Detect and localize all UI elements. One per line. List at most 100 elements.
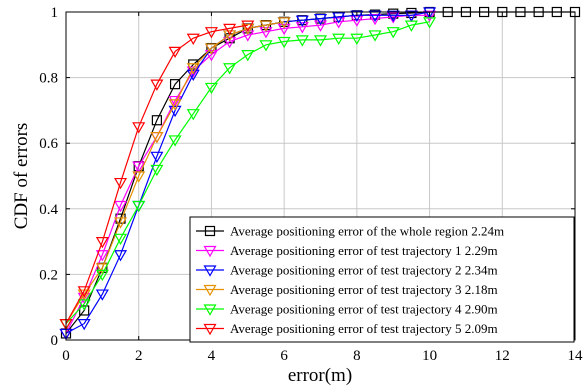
data-point <box>423 10 437 22</box>
y-tick-label: 0.2 <box>39 267 58 283</box>
data-point <box>313 20 328 32</box>
data-point <box>186 109 200 121</box>
y-tick-label: 0.6 <box>39 136 58 152</box>
data-point <box>332 33 346 45</box>
data-point <box>223 30 237 42</box>
data-point <box>204 50 218 62</box>
data-point <box>386 10 400 22</box>
data-point <box>150 79 164 91</box>
data-point <box>150 132 164 144</box>
legend-entry: Average positioning error of test trajec… <box>230 302 498 317</box>
x-tick-label: 4 <box>208 348 216 364</box>
series-line <box>65 24 248 324</box>
x-tick-label: 2 <box>135 348 143 364</box>
data-point <box>77 319 91 331</box>
series-line <box>65 21 285 324</box>
legend: Average positioning error of the whole r… <box>189 216 575 343</box>
x-tick-label: 14 <box>568 348 584 364</box>
data-point <box>368 30 382 42</box>
data-point <box>223 36 237 49</box>
data-point <box>168 95 182 108</box>
legend-marker <box>203 323 217 336</box>
data-point <box>168 99 182 111</box>
data-point <box>113 200 128 213</box>
y-tick-label: 0 <box>51 333 59 349</box>
data-point <box>313 13 328 26</box>
data-point <box>150 151 164 164</box>
data-point <box>277 17 291 29</box>
data-point <box>186 63 200 75</box>
data-point <box>313 35 328 47</box>
data-point <box>386 27 400 39</box>
legend-box <box>189 216 575 343</box>
x-tick-label: 10 <box>422 348 437 364</box>
data-point <box>168 105 182 118</box>
data-point <box>132 161 146 173</box>
data-point <box>350 33 364 45</box>
data-point <box>132 200 146 213</box>
data-point <box>77 286 91 298</box>
legend-entry: Average positioning error of test trajec… <box>230 243 498 258</box>
series-line <box>65 21 430 325</box>
data-point <box>241 50 255 62</box>
data-point <box>113 250 128 262</box>
data-point <box>332 12 346 24</box>
data-point <box>95 237 109 249</box>
x-tick-label: 0 <box>62 348 70 364</box>
data-point <box>241 23 255 36</box>
data-point <box>132 171 146 183</box>
x-tick-label: 12 <box>495 348 510 364</box>
data-point <box>168 135 182 147</box>
data-point <box>95 269 109 282</box>
data-point <box>132 122 146 134</box>
data-point <box>386 12 400 24</box>
data-point <box>113 233 128 246</box>
y-tick-label: 0.4 <box>39 202 58 218</box>
legend-marker <box>203 284 217 297</box>
data-point <box>259 40 273 52</box>
legend-marker <box>203 265 217 277</box>
series-4 <box>59 17 437 331</box>
data-point <box>277 36 291 49</box>
data-point <box>259 27 273 39</box>
ticks: 0 2 4 6 8 10 12 14 0 0.2 0.4 0.6 0.8 1 <box>39 5 583 364</box>
data-point <box>186 69 200 82</box>
data-point <box>168 46 182 59</box>
data-point <box>277 23 291 36</box>
data-point <box>241 20 255 32</box>
legend-marker <box>203 304 217 316</box>
y-tick-label: 0.8 <box>39 71 58 87</box>
data-point <box>368 13 382 26</box>
data-point <box>223 23 237 36</box>
data-point <box>295 15 309 27</box>
data-point <box>350 15 364 27</box>
legend-entry: Average positioning error of test trajec… <box>230 282 498 297</box>
data-point <box>259 20 273 32</box>
data-point <box>79 305 90 316</box>
x-tick-label: 6 <box>280 348 288 364</box>
y-axis-label: CDF of errors <box>11 123 32 230</box>
legend-entry: Average positioning error of test trajec… <box>230 321 498 336</box>
data-point <box>95 289 109 301</box>
data-point <box>204 27 218 39</box>
data-point <box>169 79 181 90</box>
data-point <box>95 250 109 262</box>
legend-entry: Average positioning error of test trajec… <box>230 263 498 278</box>
data-point <box>404 10 418 22</box>
data-point <box>423 7 437 19</box>
data-point <box>77 299 91 311</box>
data-point <box>186 33 200 45</box>
legend-entry: Average positioning error of the whole r… <box>230 224 504 239</box>
data-point <box>113 217 128 229</box>
data-point <box>295 22 309 34</box>
legend-marker <box>203 245 217 258</box>
data-point <box>204 43 218 55</box>
data-point <box>113 177 128 190</box>
y-tick-label: 1 <box>51 5 59 21</box>
data-point <box>151 115 162 126</box>
data-point <box>223 63 237 75</box>
data-point <box>368 10 382 22</box>
data-point <box>332 17 346 29</box>
x-tick-label: 8 <box>353 348 361 364</box>
